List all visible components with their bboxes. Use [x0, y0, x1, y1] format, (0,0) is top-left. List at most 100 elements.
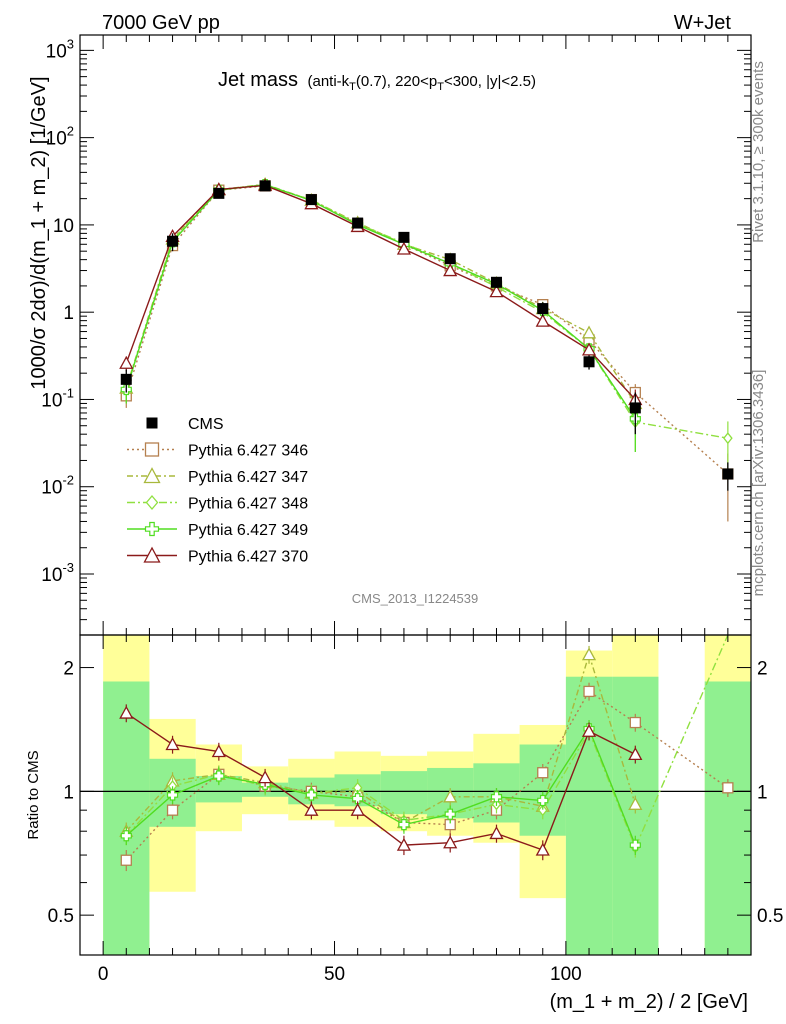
main-series-line [125, 183, 636, 404]
ratio-series-point [444, 808, 456, 820]
main-series-point [581, 342, 597, 356]
ratio-series-point [629, 716, 641, 729]
cms-data-point [167, 235, 179, 247]
main-y-tick-label: 10-3 [41, 560, 74, 586]
ratio-series-line [125, 712, 636, 851]
ratio-axes: 0.5 0.5 1 1 2 2 0 50 100 [48, 635, 783, 985]
x-tick-label: 0 [98, 964, 109, 985]
ratio-band-inner [704, 681, 751, 955]
ratio-y-tick-label-left: 0.5 [48, 906, 74, 927]
ratio-series-point [629, 839, 641, 851]
cms-data-point [722, 468, 734, 480]
ratio-series-point [537, 767, 549, 779]
mcplots-reference-label: mcplots.cern.ch [arXiv:1306.3436] [750, 370, 767, 597]
header-process-label: W+Jet [674, 12, 732, 34]
main-y-axis-title: 1000/σ 2dσ)/d(m_1 + m_2) [1/GeV] [28, 76, 50, 389]
main-plot-frame [79, 34, 752, 636]
main-series-point [723, 432, 733, 445]
x-axis-title: (m_1 + m_2) / 2 [GeV] [550, 991, 748, 1013]
cms-data-point [259, 180, 271, 192]
ratio-y-tick-label-right: 0.5 [757, 906, 783, 927]
ratio-series-point [628, 747, 643, 761]
legend-entry-label: Pythia 6.427 370 [188, 549, 308, 566]
cms-data-point [352, 217, 364, 229]
ratio-series-point [305, 789, 317, 801]
cms-data-point [398, 231, 410, 243]
ratio-series-point [166, 804, 179, 816]
ratio-series-point [537, 794, 549, 807]
plot-title-qualifier: (anti-k [307, 73, 349, 90]
ratio-series-point [119, 705, 134, 719]
cms-data-point [629, 402, 641, 414]
ratio-y-tick-label-left: 2 [63, 659, 74, 680]
ratio-series-point [350, 802, 365, 816]
main-y-tick-label: 1 [63, 303, 74, 324]
x-tick-label: 50 [324, 964, 345, 985]
main-y-tick-label: 103 [46, 36, 74, 62]
ratio-series-point [120, 854, 132, 866]
legend-marker [144, 442, 160, 457]
legend-marker [144, 521, 160, 537]
cms-data-point [213, 187, 225, 199]
legend-entry-label: Pythia 6.427 346 [188, 443, 308, 460]
cms-data-point [120, 373, 132, 385]
legend-marker [143, 546, 161, 563]
ratio-series-point [722, 782, 734, 794]
cms-data-point [537, 303, 549, 315]
ratio-series-point [490, 791, 503, 803]
main-series-point [443, 263, 458, 277]
ratio-series-line [125, 727, 636, 846]
plot-title-main: Jet mass [218, 69, 298, 91]
cms-data-point [490, 276, 502, 288]
ratio-series-point [213, 770, 225, 782]
legend-entry-label: CMS [188, 416, 224, 433]
ratio-y-tick-label-right: 2 [757, 659, 768, 680]
cms-data-point [583, 356, 595, 368]
legend-entry-label: Pythia 6.427 347 [188, 469, 308, 486]
main-series-point [396, 241, 412, 255]
ratio-series-point [489, 826, 504, 840]
main-series-point [119, 355, 134, 369]
main-y-tick-label: 10-1 [41, 385, 74, 411]
ratio-y-tick-label-right: 1 [757, 782, 768, 803]
legend-entry-label: Pythia 6.427 349 [188, 522, 308, 539]
ratio-series-line [125, 652, 636, 832]
ratio-series-point [581, 647, 597, 661]
cms-data-point [305, 194, 317, 206]
x-tick-label: 100 [550, 964, 582, 985]
ratio-series-point [398, 819, 410, 831]
ratio-series-point [535, 842, 550, 856]
main-series-line [125, 183, 636, 420]
ratio-plot-frame [79, 634, 752, 956]
ratio-series-point [396, 837, 412, 851]
ratio-band-inner [519, 744, 566, 836]
legend-marker-cms [146, 417, 158, 429]
plot-title: Jet mass (anti-kT(0.7), 220<pT<300, |y|<… [218, 69, 536, 93]
plot-title-sub1: T [349, 81, 356, 93]
ratio-band-inner [380, 771, 428, 815]
main-series-point [489, 284, 504, 298]
analysis-id-label: CMS_2013_I1224539 [352, 591, 479, 606]
ratio-plot-area [80, 634, 751, 955]
plot-title-qualifier-post: <300, |y|<2.5) [444, 73, 536, 90]
ratio-y-axis-title: Ratio to CMS [25, 750, 42, 839]
main-y-tick-label: 10 [53, 216, 74, 237]
ratio-series-point [581, 723, 597, 737]
legend: CMS Pythia 6.427 346 Pythia 6.427 347 Pythi… [127, 416, 308, 566]
ratio-series-point [583, 685, 595, 698]
ratio-series-point [120, 830, 132, 842]
ratio-series-point [443, 835, 458, 849]
main-axes: 10-3 10-2 10-1 1 10 102 103 [41, 35, 752, 636]
ratio-series-point [165, 737, 180, 751]
main-series-line [125, 184, 636, 400]
ratio-series-point [258, 770, 273, 784]
ratio-y-tick-label-left: 1 [63, 782, 74, 803]
cms-data-point [444, 253, 456, 265]
main-y-tick-label: 102 [46, 124, 74, 150]
ratio-series-point [304, 802, 319, 816]
header-energy-label: 7000 GeV pp [102, 12, 220, 34]
ratio-series-point [537, 804, 548, 817]
main-series-point [581, 325, 597, 339]
plot-title-sub2: T [437, 81, 444, 93]
